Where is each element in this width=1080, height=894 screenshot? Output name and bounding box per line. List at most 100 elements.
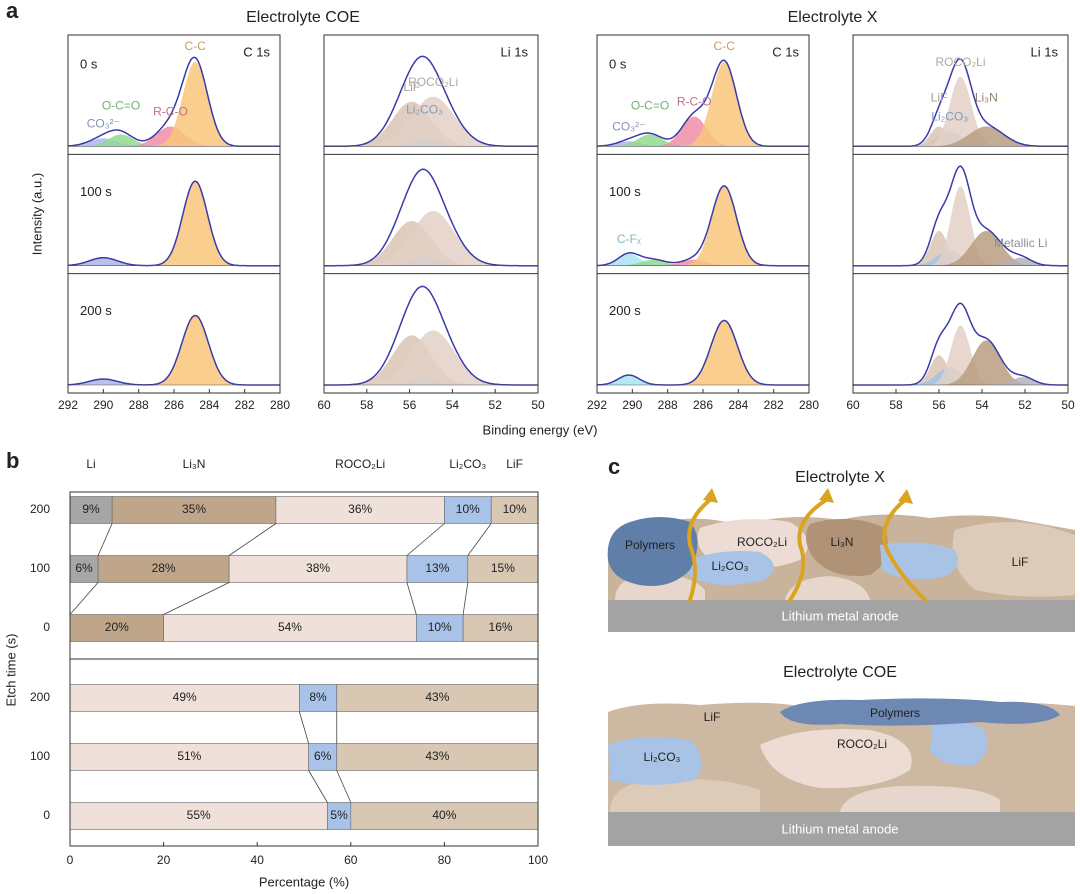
peak-label: Li₂CO₃ (406, 103, 443, 117)
x-tick-label: 292 (587, 398, 607, 412)
peak-label: Metallic Li (994, 236, 1047, 250)
connector (467, 523, 492, 556)
region-label: Li₂CO₃ (712, 559, 749, 573)
bar-segment (490, 496, 539, 524)
bar-segment (336, 743, 539, 771)
x-tick-label: 290 (93, 398, 113, 412)
arrowhead (703, 488, 718, 503)
value-label: 43% (425, 690, 449, 704)
peak-label: R-C-O (153, 105, 188, 119)
x-tick-label: 284 (728, 398, 748, 412)
row-label: 100 s (80, 184, 112, 199)
x-tick-label: 54 (975, 398, 989, 412)
bar-segment (228, 555, 408, 583)
peak-label: CO₃²⁻ (87, 117, 120, 131)
peak (68, 181, 280, 266)
peak (597, 134, 809, 147)
peak-label: C-C (714, 39, 736, 53)
bar-segment (97, 555, 230, 583)
value-label: 40% (432, 808, 456, 822)
x-tick-label: 290 (622, 398, 642, 412)
x-tick-label: 20 (157, 853, 171, 867)
peak (68, 315, 280, 385)
arrows (687, 498, 927, 602)
peak (853, 76, 1068, 147)
x-tick-label: 288 (129, 398, 149, 412)
x-tick-label: 50 (531, 398, 545, 412)
x-tick-label: 40 (251, 853, 265, 867)
value-label: 54% (278, 620, 302, 634)
region-label: Polymers (625, 538, 675, 552)
sei-grain (840, 785, 1000, 812)
value-label: 55% (187, 808, 211, 822)
connector (336, 770, 352, 803)
peak (597, 253, 809, 266)
value-label: 28% (152, 561, 176, 575)
y-tick-label: 0 (43, 808, 50, 822)
connector (97, 523, 113, 556)
roco2li-region (760, 729, 912, 789)
x-tick-label: 56 (932, 398, 946, 412)
value-label: 51% (177, 749, 201, 763)
peak-label: R-C-O (677, 95, 712, 109)
plot-frame (852, 34, 1069, 394)
y-axis-label: Etch time (s) (3, 634, 18, 707)
arrow (687, 498, 712, 602)
x-tick-label: 52 (489, 398, 503, 412)
x-tick-label: 60 (846, 398, 860, 412)
bar-segment (406, 555, 469, 583)
legend-label: Li₂CO₃ (449, 457, 486, 471)
x-tick-label: 60 (317, 398, 331, 412)
value-label: 10% (428, 620, 452, 634)
panel-label: Li 1s (1031, 44, 1059, 59)
y-tick-label: 100 (30, 749, 50, 763)
diagram-bottom: Electrolyte COE Lithium metal anode LiF … (608, 664, 1075, 846)
bar-segment (416, 614, 464, 642)
arrow (788, 498, 828, 602)
x-tick-label: 58 (889, 398, 903, 412)
peak (853, 186, 1068, 266)
y-tick-label: 200 (30, 690, 50, 704)
li2co3-region (608, 736, 702, 785)
sei-grain (610, 778, 760, 812)
value-label: 49% (173, 690, 197, 704)
value-label: 20% (105, 620, 129, 634)
x-tick-label: 292 (58, 398, 78, 412)
x-tick-label: 50 (1061, 398, 1075, 412)
value-label: 43% (425, 749, 449, 763)
peak-label: O-C=O (631, 99, 669, 113)
peak (597, 186, 809, 266)
bar-segment (444, 496, 492, 524)
row-label: 0 s (609, 56, 627, 71)
plot-frame (67, 34, 281, 394)
y-axis-label: Intensity (a.u.) (29, 173, 44, 255)
region-label: ROCO₂Li (837, 737, 887, 751)
peak-label: C-Fₓ (617, 232, 641, 246)
anode (608, 812, 1075, 846)
connector (228, 523, 277, 556)
lif-region (952, 522, 1075, 597)
sei-grain (785, 576, 870, 600)
value-label: 5% (330, 808, 348, 822)
plot-frame (69, 491, 539, 847)
arrowhead (898, 489, 913, 504)
bar-segment (350, 802, 539, 830)
plot-frame (596, 34, 810, 394)
region-label: Li₃N (831, 535, 854, 549)
peak (853, 377, 1068, 385)
bar-segment (336, 684, 539, 712)
value-label: 15% (491, 561, 515, 575)
li3n-region (806, 518, 888, 576)
x-tick-label: 54 (446, 398, 460, 412)
peak (853, 230, 1068, 266)
x-tick-label: 288 (658, 398, 678, 412)
value-label: 10% (503, 502, 527, 516)
connector (298, 711, 310, 744)
connector (308, 770, 328, 803)
y-tick-label: 0 (43, 620, 50, 634)
x-tick-label: 56 (403, 398, 417, 412)
connector (462, 582, 469, 615)
value-label: 38% (306, 561, 330, 575)
region-label: LiF (704, 710, 721, 724)
value-label: 10% (456, 502, 480, 516)
